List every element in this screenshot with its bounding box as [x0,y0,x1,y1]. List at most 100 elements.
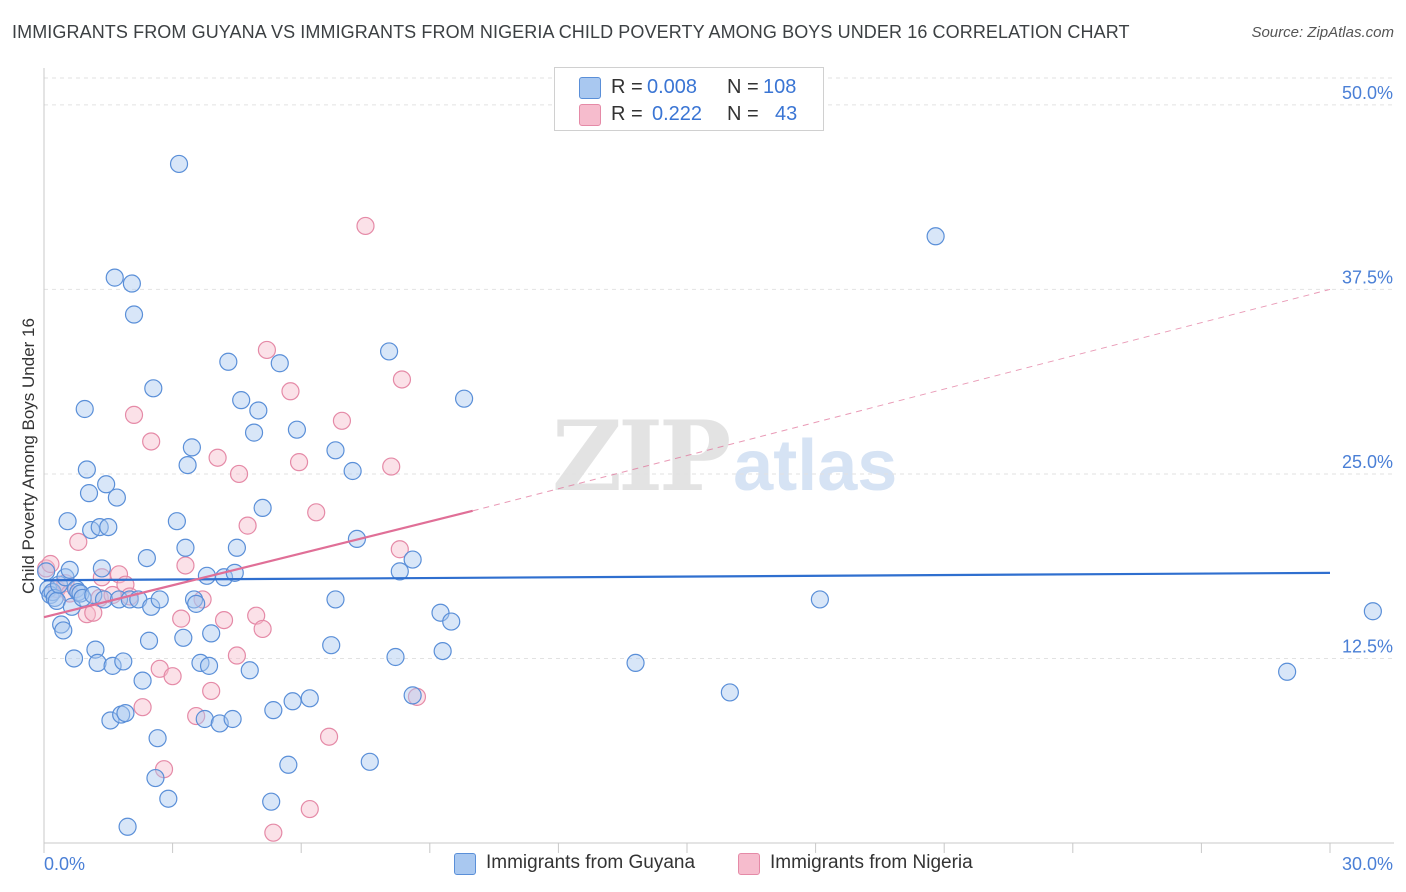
x-tick-label: 0.0% [44,854,85,874]
guyana-point [202,624,221,643]
guyana-point [178,455,197,475]
guyana-point [1363,602,1382,621]
nigeria-point [163,667,182,686]
guyana-n-label: N = [727,76,759,98]
nigeria-point [214,610,234,630]
nigeria-point [300,799,319,819]
nigeria-point [176,556,195,575]
guyana-point [326,441,345,460]
source-label: Source: ZipAtlas.com [1251,24,1394,41]
nigeria-point [319,727,339,746]
guyana-point [926,227,945,246]
x-tick-label: 30.0% [1342,854,1393,874]
guyana-n-value: 108 [763,76,797,98]
nigeria-point [356,216,375,236]
guyana-point [144,379,163,398]
guyana-point [219,352,238,371]
guyana-point [133,671,152,690]
guyana-point [810,590,829,609]
guyana-r-value: 0.008 [647,76,698,98]
guyana-point [122,274,141,293]
zipatlas-watermark: ZIPatlas [552,400,897,513]
guyana-point [379,342,399,361]
guyana-point [118,817,137,836]
guyana-point [97,475,116,494]
guyana-point [433,641,452,661]
y-tick-label: 37.5% [1342,267,1393,287]
guyana-point [195,709,214,729]
nigeria-point [392,370,412,389]
guyana-point [287,420,307,439]
guyana-point [232,391,251,410]
nigeria-r-label: R = [611,103,643,125]
nigeria-point [307,503,326,522]
guyana-points [37,154,1382,836]
guyana-point [167,512,186,531]
y-tick-label: 12.5% [1342,636,1393,656]
guyana-point [60,560,79,580]
guyana-point [176,538,195,557]
y-tick-label: 25.0% [1342,452,1393,472]
guyana-trend-line [43,571,1331,582]
guyana-point [101,711,120,730]
nigeria-point [124,405,144,425]
nigeria-point [253,619,272,639]
guyana-point [322,636,341,655]
nigeria-point [229,464,249,484]
guyana-point [403,550,422,569]
nigeria-point [109,565,129,584]
nigeria-point [264,823,283,842]
guyana-point [187,594,206,613]
guyana-point [159,789,178,808]
guyana-point [116,703,135,723]
guyana-point [88,653,107,673]
chart-title: IMMIGRANTS FROM GUYANA VS IMMIGRANTS FRO… [12,22,1130,42]
guyana-point [262,792,281,811]
nigeria-point [332,411,352,430]
guyana-point [240,661,259,680]
guyana-point [58,512,77,531]
watermark-atlas: atlas [733,426,898,506]
correlation-legend: R = 0.008 N = 108 R = 0.222 N = 43 [554,67,824,131]
nigeria-legend-swatch [738,853,760,875]
guyana-point [99,517,118,537]
nigeria-trend-extension [472,288,1331,512]
nigeria-point [202,681,221,701]
nigeria-point [208,448,227,467]
trend-lines [43,288,1331,619]
guyana-point [264,701,283,720]
nigeria-r-value: 0.222 [652,103,703,125]
guyana-legend-label: Immigrants from Guyana [486,852,696,873]
guyana-point [626,653,645,673]
nigeria-legend-label: Immigrants from Nigeria [770,852,973,873]
guyana-point [249,401,268,420]
guyana-point [37,562,56,581]
guyana-point [442,612,461,631]
guyana-point [390,562,409,581]
guyana-point [403,686,422,705]
guyana-point [270,354,289,373]
nigeria-trend-line [43,509,473,619]
guyana-point [86,640,105,659]
nigeria-point [281,382,300,401]
y-tick-label: 50.0% [1342,83,1393,103]
nigeria-point [390,540,409,559]
guyana-point [223,709,242,729]
nigeria-n-label: N = [727,103,759,125]
guyana-point [283,692,302,711]
guyana-point [137,548,156,568]
tick-labels: 12.5% 25.0% 37.5% 50.0% 0.0% 30.0% [44,83,1393,874]
guyana-point [227,538,246,557]
guyana-point [148,729,167,748]
axes [43,68,1394,853]
guyana-point [105,268,124,287]
nigeria-point [238,516,257,535]
guyana-point [300,689,319,708]
guyana-r-label: R = [611,76,643,98]
guyana-point [279,755,298,774]
guyana-point [150,590,169,609]
grid-lines [44,77,1394,659]
guyana-point [360,752,379,771]
guyana-point [92,559,111,578]
